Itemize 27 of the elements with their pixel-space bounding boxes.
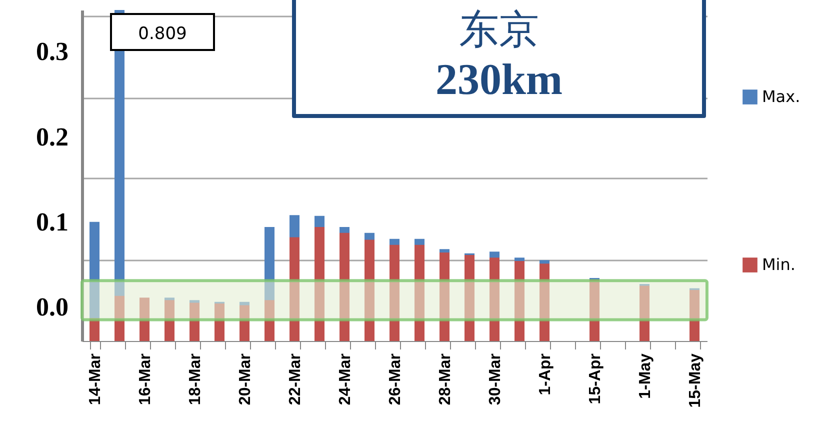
- x-tick-label: 15-May: [687, 353, 704, 408]
- x-tick-label: 15-Apr: [587, 354, 604, 404]
- x-tick-label: 28-Mar: [437, 354, 454, 406]
- bar: [90, 318, 100, 341]
- x-tick-label: 24-Mar: [337, 354, 354, 406]
- x-tick-label: 16-Mar: [137, 354, 154, 406]
- x-tick-label: 26-Mar: [387, 354, 404, 406]
- x-tick-label: 14-Mar: [87, 354, 104, 406]
- x-tick-label: 20-Mar: [237, 354, 254, 406]
- y-tick-label: 0.1: [36, 207, 68, 236]
- x-tick-label: 22-Mar: [287, 354, 304, 406]
- x-tick-label: 18-Mar: [187, 354, 204, 406]
- bar: [140, 298, 150, 341]
- note-box: 0.809: [110, 13, 215, 51]
- chart-title: 东京: [458, 6, 540, 54]
- bar: [290, 237, 300, 341]
- legend-label: Max.: [762, 87, 800, 106]
- x-tick-label: 1-May: [637, 353, 654, 399]
- y-tick-label: 0.0: [36, 292, 68, 322]
- x-tick-label: 1-Apr: [537, 354, 554, 396]
- y-tick-label: 0.2: [36, 122, 68, 152]
- bar: [114, 296, 124, 341]
- title-frame: 东京 230km: [292, 0, 706, 118]
- legend-label: Min.: [762, 255, 796, 274]
- y-tick-label: 0.3: [36, 37, 68, 66]
- x-tick-label: 30-Mar: [487, 354, 504, 406]
- bar: [264, 300, 274, 341]
